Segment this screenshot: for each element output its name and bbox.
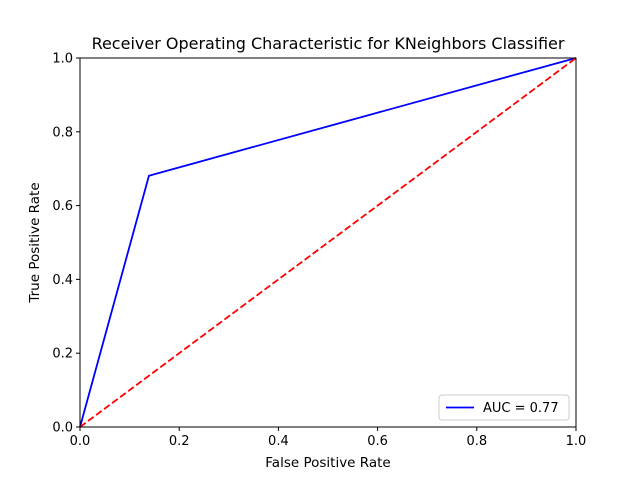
y-axis: 0.0 0.2 0.4 0.6 0.8 1.0 [52, 52, 80, 436]
y-tick-label: 0.4 [52, 273, 73, 288]
y-tick-label: 0.0 [52, 421, 73, 436]
x-tick-label: 0.8 [466, 434, 487, 449]
y-axis-label: True Positive Rate [27, 182, 43, 303]
y-tick-label: 0.6 [52, 199, 73, 214]
legend-box [438, 394, 570, 421]
x-tick-label: 1.0 [566, 434, 587, 449]
series-line-baseline [79, 57, 577, 428]
series-line-roc [79, 57, 577, 428]
x-tick-label: 0.0 [70, 434, 91, 449]
axes-frame [79, 57, 577, 428]
legend-label-roc: AUC = 0.77 [483, 401, 559, 416]
x-tick-label: 0.6 [367, 434, 388, 449]
series-layer [79, 57, 577, 428]
y-tick-label: 0.2 [52, 347, 73, 362]
y-tick-label: 1.0 [52, 52, 73, 67]
y-tick-label: 0.8 [52, 125, 73, 140]
legend: AUC = 0.77 [438, 394, 570, 421]
chart-title: Receiver Operating Characteristic for KN… [92, 34, 565, 53]
x-axis: 0.0 0.2 0.4 0.6 0.8 1.0 [70, 427, 587, 449]
x-axis-label: False Positive Rate [265, 455, 390, 471]
x-tick-label: 0.2 [169, 434, 190, 449]
x-tick-label: 0.4 [268, 434, 289, 449]
plot-area [79, 57, 577, 428]
